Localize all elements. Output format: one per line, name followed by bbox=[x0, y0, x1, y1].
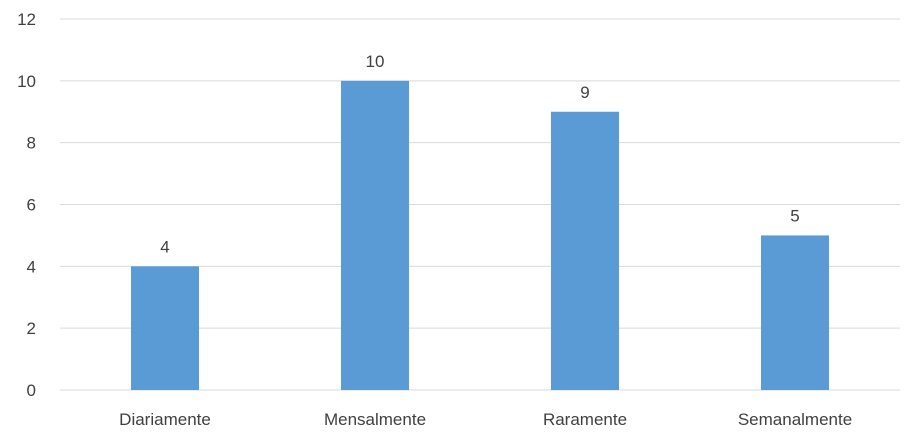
data-label: 4 bbox=[160, 237, 169, 256]
data-label: 5 bbox=[790, 206, 799, 225]
category-label: Diariamente bbox=[119, 410, 211, 429]
y-tick-label: 2 bbox=[27, 319, 36, 338]
data-label: 9 bbox=[580, 83, 589, 102]
category-label: Mensalmente bbox=[324, 410, 426, 429]
bar bbox=[341, 80, 409, 390]
bars bbox=[131, 80, 829, 390]
data-labels: 4 10 9 5 bbox=[160, 52, 799, 256]
y-tick-label: 0 bbox=[27, 381, 36, 400]
x-axis-category-labels: Diariamente Mensalmente Raramente Semanalme… bbox=[119, 410, 852, 429]
bar bbox=[761, 235, 829, 390]
y-tick-label: 4 bbox=[27, 257, 36, 276]
bar bbox=[131, 266, 199, 390]
gridlines bbox=[60, 18, 900, 391]
y-tick-label: 6 bbox=[27, 196, 36, 215]
category-label: Raramente bbox=[543, 410, 627, 429]
data-label: 10 bbox=[366, 52, 385, 71]
y-axis-tick-labels: 0 2 4 6 8 10 12 bbox=[17, 10, 36, 400]
bar bbox=[551, 111, 619, 390]
category-label: Semanalmente bbox=[738, 410, 852, 429]
y-tick-label: 8 bbox=[27, 134, 36, 153]
y-tick-label: 12 bbox=[17, 10, 36, 29]
y-tick-label: 10 bbox=[17, 72, 36, 91]
